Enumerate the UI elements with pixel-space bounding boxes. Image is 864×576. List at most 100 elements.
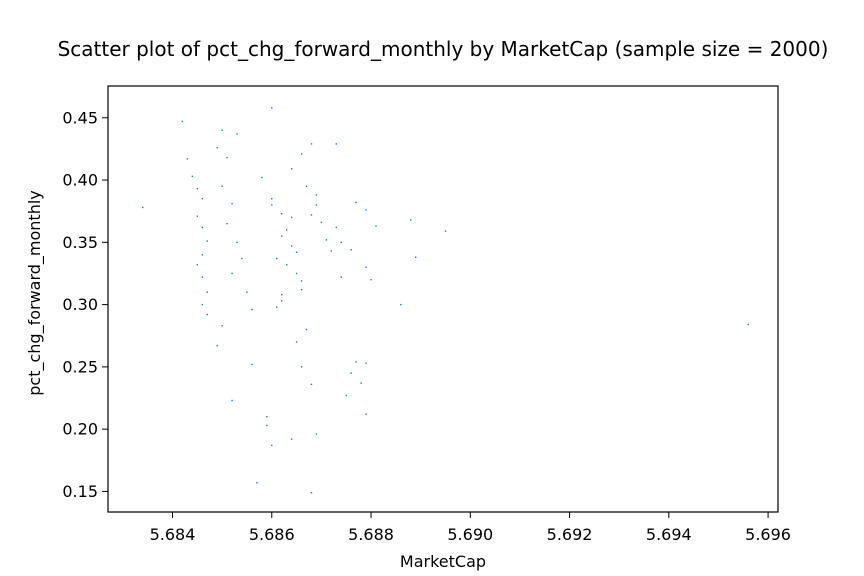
data-point [221, 185, 223, 187]
x-tick-label: 5.686 [249, 525, 295, 544]
data-point [271, 204, 273, 206]
data-point [310, 214, 313, 216]
data-point [290, 438, 293, 440]
y-axis-ticks: 0.15 0.20 0.25 0.30 0.35 0.40 0.45 [62, 108, 108, 501]
data-point [191, 175, 194, 178]
data-point [226, 222, 228, 225]
y-tick-label: 0.30 [62, 295, 98, 314]
data-point [201, 276, 203, 278]
chart-title: Scatter plot of pct_chg_forward_monthly … [58, 37, 829, 61]
data-point [300, 288, 303, 291]
y-tick-label: 0.15 [62, 482, 98, 501]
y-axis-label: pct_chg_forward_monthly [25, 190, 45, 396]
data-point [186, 158, 189, 160]
data-point [221, 129, 223, 131]
data-point [300, 153, 303, 155]
data-point [206, 313, 208, 316]
data-point [216, 146, 218, 149]
data-point [181, 120, 184, 123]
y-tick-label: 0.40 [62, 171, 98, 190]
data-point [305, 185, 308, 187]
plot-points [142, 107, 749, 494]
y-tick-label: 0.25 [62, 357, 98, 376]
data-point [365, 266, 367, 268]
x-tick-label: 5.688 [348, 525, 394, 544]
data-point [246, 291, 248, 293]
data-point [295, 251, 298, 253]
data-point [231, 203, 233, 205]
x-tick-label: 5.684 [150, 525, 196, 544]
data-point [271, 198, 273, 200]
x-axis-label: MarketCap [400, 552, 486, 571]
data-point [365, 413, 367, 415]
data-point [315, 204, 318, 206]
data-point [261, 176, 263, 179]
data-point [281, 300, 283, 302]
data-point [276, 257, 278, 260]
data-point [281, 212, 283, 215]
data-point [226, 156, 228, 159]
data-point [231, 399, 233, 402]
data-point [375, 225, 377, 227]
data-point [370, 278, 372, 281]
data-point [201, 254, 203, 256]
data-point [340, 241, 342, 244]
data-point [241, 257, 243, 260]
data-point [360, 382, 362, 384]
data-point [747, 323, 749, 326]
data-point [295, 341, 298, 343]
data-point [300, 366, 303, 368]
data-point [355, 201, 357, 204]
data-point [315, 433, 318, 435]
data-point [216, 345, 218, 347]
data-point [350, 249, 352, 251]
data-point [251, 363, 253, 366]
data-point [271, 107, 273, 109]
axes-frame [107, 85, 779, 513]
data-point [320, 221, 323, 224]
data-point [251, 308, 253, 311]
data-point [335, 226, 337, 229]
data-point [305, 328, 308, 331]
data-point [310, 383, 313, 386]
data-point [206, 240, 208, 242]
data-point [266, 416, 268, 418]
data-point [415, 256, 417, 258]
data-point [281, 293, 283, 296]
data-point [300, 280, 303, 282]
data-point [350, 372, 352, 374]
data-point [365, 209, 367, 211]
x-tick-label: 5.694 [646, 525, 692, 544]
data-point [410, 219, 412, 221]
data-point [444, 230, 447, 232]
data-point [201, 226, 203, 229]
x-axis-ticks: 5.684 5.686 5.688 5.690 5.692 5.694 5.696 [150, 512, 791, 544]
data-point [196, 264, 199, 266]
data-point [276, 306, 278, 308]
data-point [266, 424, 268, 427]
data-point [281, 235, 283, 237]
data-point [290, 216, 293, 219]
data-point [345, 394, 347, 397]
data-point [231, 272, 233, 275]
data-point [400, 303, 402, 306]
data-point [325, 239, 328, 241]
data-point [236, 133, 238, 135]
x-tick-label: 5.690 [447, 525, 493, 544]
data-point [315, 194, 318, 196]
data-point [355, 361, 357, 363]
data-point [201, 303, 203, 306]
data-point [256, 482, 258, 484]
data-point [206, 291, 208, 293]
data-point [271, 444, 273, 447]
data-point [310, 491, 313, 494]
x-tick-label: 5.696 [745, 525, 791, 544]
data-point [340, 276, 342, 278]
data-point [295, 272, 298, 275]
data-point [310, 143, 313, 145]
data-point [196, 188, 199, 190]
data-point [142, 206, 144, 209]
y-tick-label: 0.45 [62, 108, 98, 127]
data-point [201, 198, 203, 200]
data-point [365, 362, 367, 364]
